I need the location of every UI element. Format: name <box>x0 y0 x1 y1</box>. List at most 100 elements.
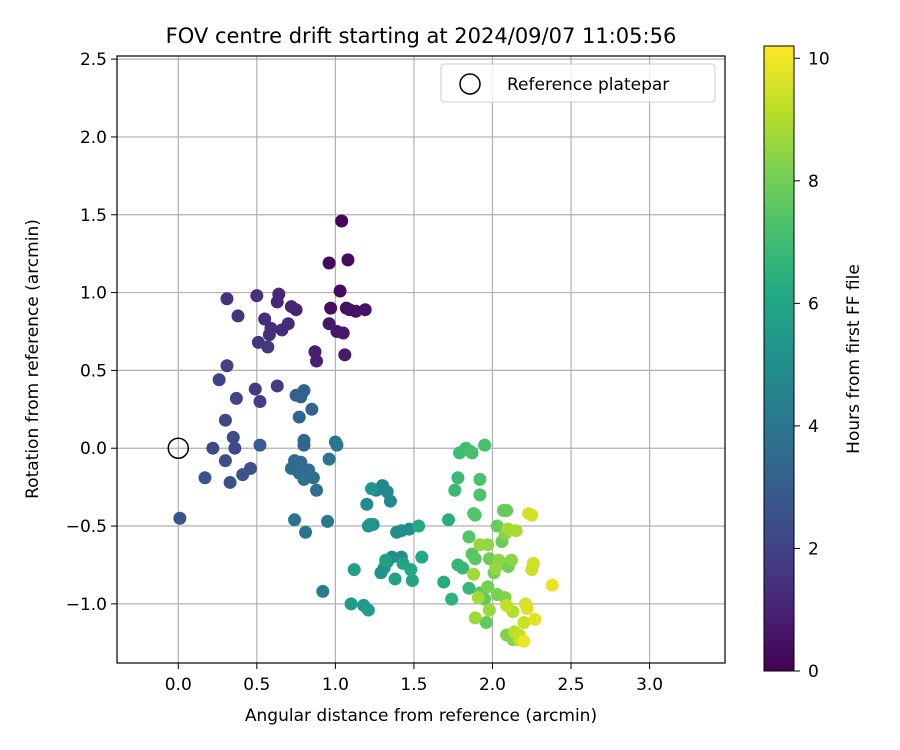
data-point <box>471 591 485 605</box>
colorbar-tick-label: 6 <box>808 294 819 314</box>
data-point <box>465 446 479 460</box>
data-point <box>321 514 335 528</box>
data-points <box>173 214 559 648</box>
data-point <box>545 578 559 592</box>
y-tick-label: 0.0 <box>80 439 107 459</box>
data-point <box>253 395 267 409</box>
colorbar-tick-label: 10 <box>808 49 830 69</box>
x-tick-label: 2.0 <box>479 675 506 695</box>
data-point <box>456 561 470 575</box>
data-point <box>361 603 375 617</box>
data-point <box>404 563 418 577</box>
data-point <box>335 214 349 228</box>
data-point <box>517 616 531 630</box>
data-point <box>288 513 302 527</box>
data-point <box>261 340 275 354</box>
data-point <box>528 612 542 626</box>
y-tick-label: 1.0 <box>80 284 107 304</box>
data-point <box>316 584 330 598</box>
data-point <box>365 482 379 496</box>
x-tick-label: 1.5 <box>400 675 427 695</box>
data-point <box>441 513 455 527</box>
legend-box <box>440 63 716 103</box>
x-tick-label: 2.5 <box>558 675 585 695</box>
data-point <box>324 301 338 315</box>
x-tick-label: 3.0 <box>636 675 663 695</box>
data-point <box>473 472 487 486</box>
data-point <box>236 468 250 482</box>
y-tick-label: −1.0 <box>66 595 107 615</box>
data-point <box>275 323 289 337</box>
data-point <box>462 581 476 595</box>
y-tick-label: 2.5 <box>80 50 107 70</box>
data-point <box>405 574 419 588</box>
data-point <box>500 598 514 612</box>
data-point <box>299 525 313 539</box>
data-point <box>270 295 284 309</box>
colorbar-ticks: 0 2 4 6 8 10 <box>794 49 830 682</box>
y-tick-label: 1.5 <box>80 206 107 226</box>
data-point <box>344 597 358 611</box>
data-point <box>451 471 465 485</box>
data-point <box>270 379 284 393</box>
data-point <box>330 438 344 452</box>
data-point <box>322 256 336 270</box>
data-point <box>341 253 355 267</box>
data-point <box>504 553 518 567</box>
data-point <box>388 572 402 586</box>
data-point <box>198 471 212 485</box>
data-point <box>478 438 492 452</box>
reference-marker-layer <box>167 437 190 459</box>
data-point <box>509 524 523 538</box>
data-point <box>322 452 336 466</box>
reference-platepar-marker <box>167 437 190 459</box>
colorbar-tick-label: 4 <box>808 417 819 437</box>
data-point <box>310 483 324 497</box>
colorbar-gradient <box>763 45 795 672</box>
data-point <box>358 303 372 317</box>
data-point <box>473 488 487 502</box>
data-point <box>262 328 276 342</box>
data-point <box>520 602 534 616</box>
colorbar: 0 2 4 6 8 10 Hours from first FF file <box>763 45 864 682</box>
data-point <box>467 567 481 581</box>
data-point <box>212 373 226 387</box>
data-point <box>468 552 482 566</box>
data-point <box>482 603 496 617</box>
data-point <box>445 592 459 606</box>
data-point <box>437 575 451 589</box>
colorbar-label: Hours from first FF file <box>844 264 864 454</box>
x-axis-ticks: 0.0 0.5 1.0 1.5 2.0 2.5 3.0 <box>165 663 663 695</box>
data-point <box>336 326 350 340</box>
colorbar-tick-label: 2 <box>808 539 819 559</box>
data-point <box>415 550 429 564</box>
data-point <box>473 538 487 552</box>
data-point <box>292 410 306 424</box>
data-point <box>525 508 539 522</box>
y-axis-ticks: −1.0 −0.5 0.0 0.5 1.0 1.5 2.0 2.5 <box>66 50 117 615</box>
x-tick-label: 0.5 <box>243 675 270 695</box>
data-point <box>218 413 232 427</box>
data-point <box>412 519 426 533</box>
x-tick-label: 1.0 <box>322 675 349 695</box>
data-point <box>468 611 482 625</box>
data-point <box>248 382 262 396</box>
data-point <box>258 312 272 326</box>
data-point <box>374 566 388 580</box>
x-tick-label: 0.0 <box>165 675 192 695</box>
data-point <box>220 359 234 373</box>
data-point <box>462 530 476 544</box>
legend-entry: Reference platepar <box>507 75 669 95</box>
data-point <box>489 561 503 575</box>
data-point <box>448 483 462 497</box>
data-point <box>173 511 187 525</box>
data-point <box>228 441 242 455</box>
chart-title: FOV centre drift starting at 2024/09/07 … <box>166 24 677 48</box>
legend: Reference platepar <box>440 63 716 103</box>
data-point <box>218 454 232 468</box>
data-point <box>229 391 243 405</box>
data-point <box>297 384 311 398</box>
colorbar-tick-label: 0 <box>808 662 819 682</box>
y-tick-label: −0.5 <box>66 517 107 537</box>
